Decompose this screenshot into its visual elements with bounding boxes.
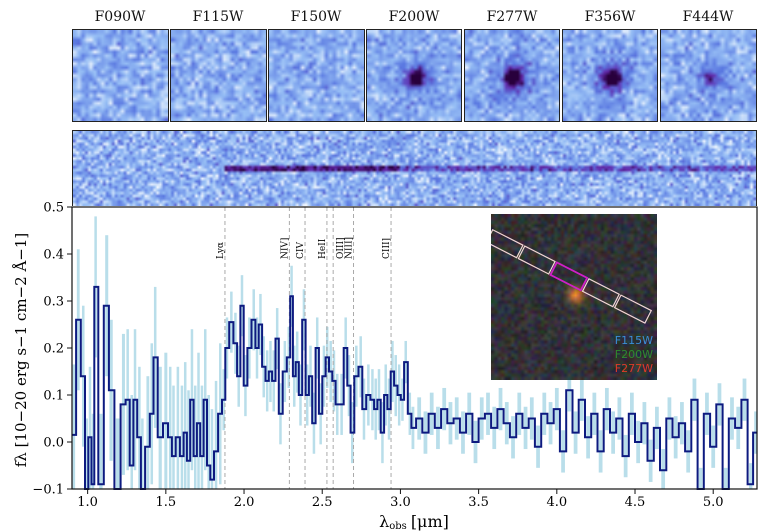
emission-line-label: OIII]	[336, 237, 346, 259]
x-axis-label: λobs [μm]	[379, 512, 449, 531]
legend-f277w: F277W	[614, 362, 653, 375]
error-bar	[138, 366, 141, 489]
cutout-image	[170, 29, 267, 122]
filter-label: F444W	[682, 9, 734, 25]
filter-label: F150W	[290, 9, 342, 25]
error-bar	[85, 418, 88, 489]
error-bar	[141, 418, 144, 489]
error-bar	[200, 385, 204, 489]
legend-f200w: F200W	[614, 348, 653, 361]
error-bar	[723, 467, 728, 489]
y-axis-label: fλ [10−20 erg s−1 cm−2 Å−1]	[12, 233, 30, 468]
error-bar	[130, 395, 133, 489]
x-tick-label: 1.5	[155, 495, 176, 510]
error-bar	[187, 390, 190, 489]
x-tick-label: 2.5	[312, 495, 333, 510]
spectrum-line	[72, 285, 757, 490]
error-bar	[180, 385, 184, 489]
y-tick-label: 0.0	[43, 436, 64, 451]
rgb-inset-image: F115W F200W F277W	[491, 214, 657, 380]
error-bar	[146, 376, 150, 489]
error-bar	[164, 352, 168, 489]
filter-label: F356W	[584, 9, 636, 25]
error-bar	[158, 366, 162, 489]
error-bar	[91, 413, 95, 489]
error-bar	[172, 385, 175, 489]
cutout-image	[366, 29, 462, 122]
error-bar	[749, 463, 753, 489]
y-tick-label: −0.1	[32, 483, 64, 498]
error-bar	[207, 395, 210, 489]
y-tick-label: 0.3	[43, 295, 64, 310]
legend-f115w: F115W	[614, 334, 653, 347]
emission-line-label: Lyα	[216, 242, 226, 259]
emission-line-label: HeII	[318, 238, 328, 259]
x-tick-label: 4.0	[546, 495, 567, 510]
error-bar	[176, 366, 180, 489]
emission-line-label: CIII]	[382, 238, 392, 259]
error-bar	[661, 449, 666, 489]
y-tick-label: 0.1	[43, 389, 64, 404]
cutout-image	[660, 29, 757, 122]
error-bar	[88, 366, 92, 489]
cutout-image	[72, 29, 169, 122]
error-bar	[193, 385, 197, 489]
x-tick-label: 3.0	[390, 495, 411, 510]
y-tick-label: 0.2	[43, 342, 64, 357]
target-shutter	[549, 261, 589, 292]
x-tick-label: 5.0	[703, 495, 724, 510]
error-bar	[214, 380, 218, 489]
emission-line-label: CIV	[296, 242, 306, 259]
error-bar	[197, 352, 200, 489]
error-bar	[99, 413, 103, 489]
x-tick-label: 1.0	[77, 495, 98, 510]
slit-shutters	[491, 228, 653, 324]
filter-label: F090W	[94, 9, 146, 25]
emission-line-label: NIV]	[280, 238, 290, 259]
error-bar	[72, 364, 76, 489]
error-bar	[698, 467, 703, 489]
error-bar	[183, 362, 187, 489]
y-tick-label: 0.5	[43, 201, 64, 216]
filter-label: F200W	[388, 9, 440, 25]
axis-ticks: 1.0 1.5 2.0 2.5 3.0 3.5 4.0 4.5 5.0 −0.1 0.0 0.1 0.2…	[32, 201, 723, 511]
emission-line-label: NIII]	[345, 237, 355, 259]
error-bar	[210, 409, 214, 489]
cutout-image	[464, 29, 560, 122]
filter-label: F277W	[486, 9, 538, 25]
2d-spectrum	[72, 130, 757, 206]
filter-label: F115W	[192, 9, 244, 25]
error-bar	[168, 366, 172, 489]
cutout-image	[268, 29, 365, 122]
x-tick-label: 3.5	[468, 495, 489, 510]
x-tick-label: 4.5	[625, 495, 646, 510]
x-tick-label: 2.0	[234, 495, 255, 510]
error-bar	[115, 418, 120, 489]
y-tick-label: 0.4	[43, 248, 64, 263]
cutout-image	[562, 29, 658, 122]
